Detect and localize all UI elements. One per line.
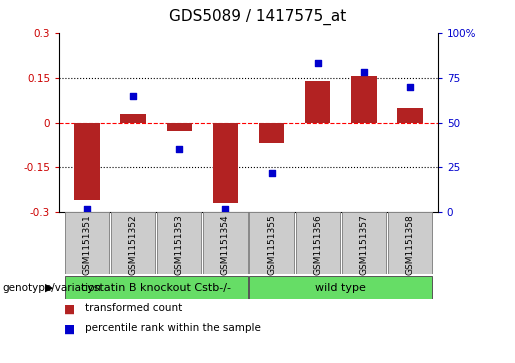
Text: GSM1151355: GSM1151355 [267, 214, 276, 275]
Point [314, 60, 322, 66]
Point [406, 84, 414, 90]
Text: GDS5089 / 1417575_at: GDS5089 / 1417575_at [169, 9, 346, 25]
Bar [203, 212, 248, 274]
Text: percentile rank within the sample: percentile rank within the sample [85, 323, 261, 333]
Bar [342, 212, 386, 274]
Bar [111, 212, 155, 274]
Bar [259, 123, 284, 143]
Bar [305, 81, 331, 123]
Bar [296, 212, 340, 274]
Text: ■: ■ [64, 303, 76, 316]
Text: GSM1151354: GSM1151354 [221, 214, 230, 275]
Bar [388, 212, 432, 274]
Bar [351, 76, 376, 123]
Bar [74, 123, 99, 200]
Text: transformed count: transformed count [85, 303, 182, 313]
Bar [65, 276, 248, 299]
Text: wild type: wild type [315, 283, 366, 293]
Text: genotype/variation: genotype/variation [3, 283, 101, 293]
Text: GSM1151352: GSM1151352 [129, 214, 138, 275]
Point [221, 206, 230, 212]
Text: GSM1151351: GSM1151351 [82, 214, 92, 275]
Text: GSM1151353: GSM1151353 [175, 214, 184, 275]
Text: GSM1151356: GSM1151356 [313, 214, 322, 275]
Text: cystatin B knockout Cstb-/-: cystatin B knockout Cstb-/- [81, 283, 231, 293]
Bar [249, 212, 294, 274]
Point [175, 147, 183, 152]
Bar [213, 123, 238, 203]
Text: ▶: ▶ [45, 283, 53, 293]
Point [83, 206, 91, 212]
Text: GSM1151357: GSM1151357 [359, 214, 368, 275]
Bar [249, 276, 432, 299]
Point [129, 93, 137, 98]
Point [360, 69, 368, 75]
Point [267, 170, 276, 176]
Text: GSM1151358: GSM1151358 [405, 214, 415, 275]
Text: ■: ■ [64, 323, 76, 336]
Bar [166, 123, 192, 131]
Bar [121, 114, 146, 123]
Bar [398, 107, 423, 123]
Bar [65, 212, 109, 274]
Bar [157, 212, 201, 274]
